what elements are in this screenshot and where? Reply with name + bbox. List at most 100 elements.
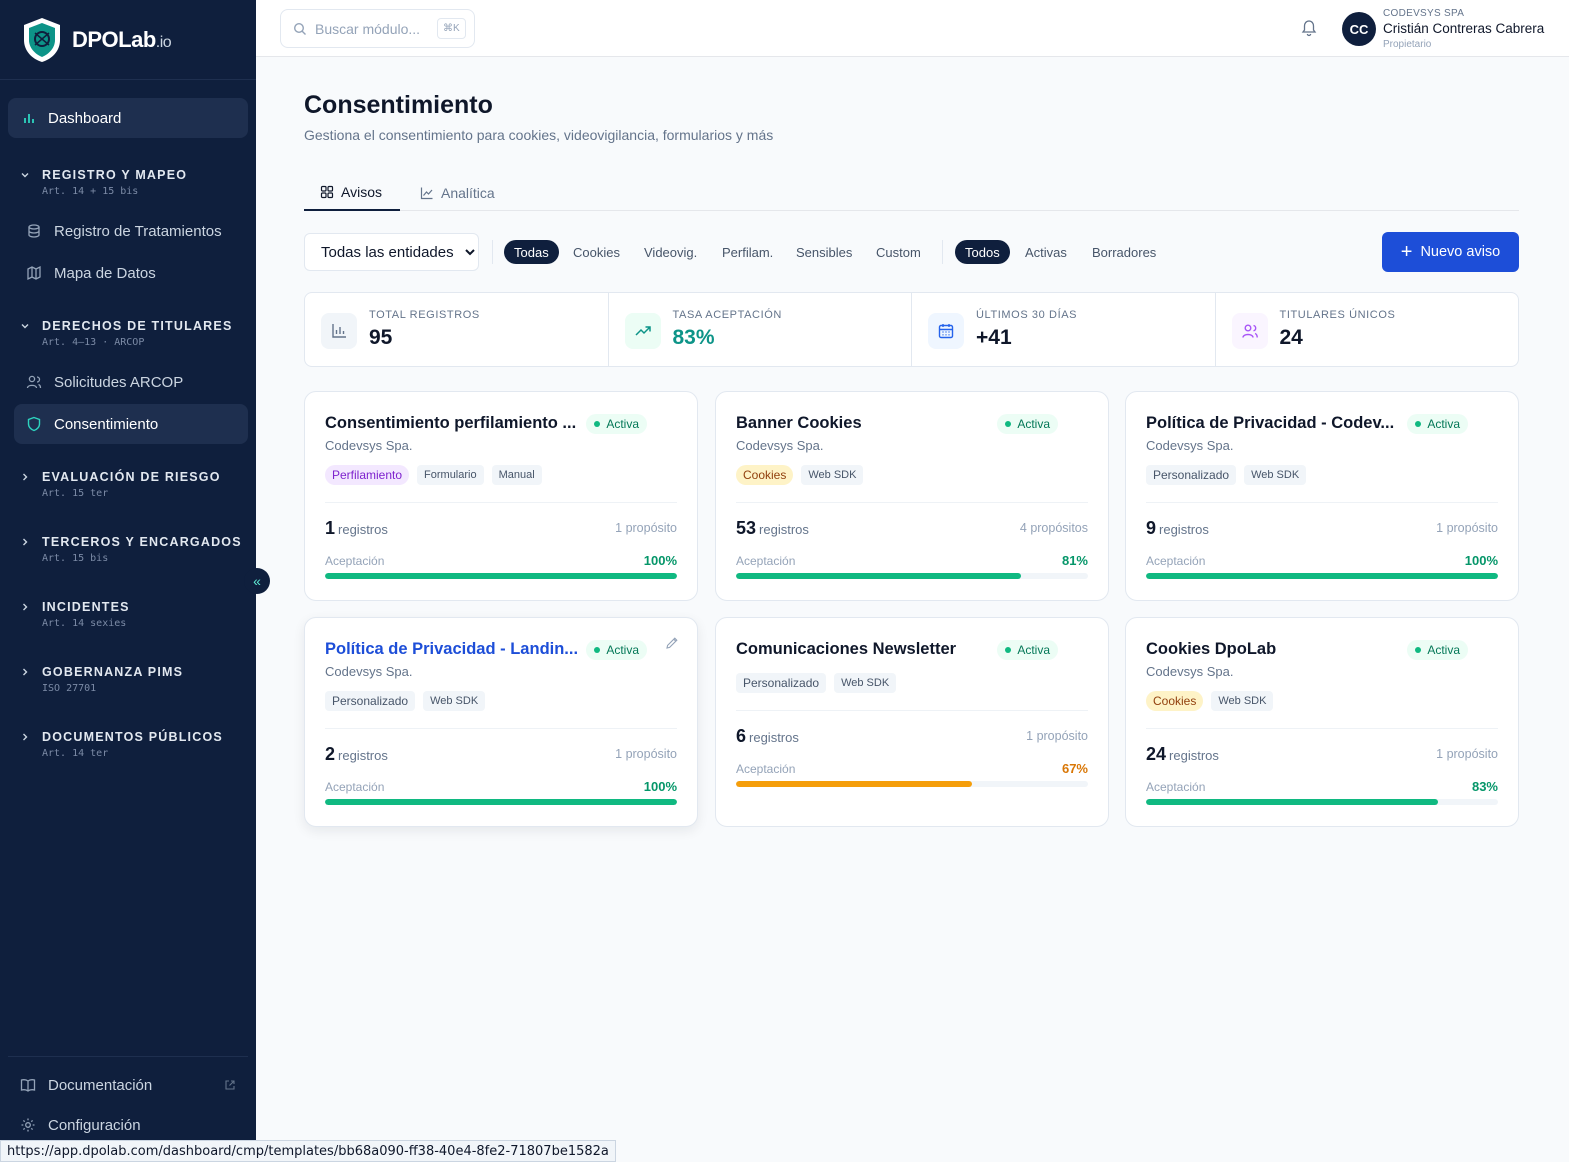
sidebar-item-mapa[interactable]: Mapa de Datos: [14, 253, 248, 293]
shield-icon: [27, 416, 41, 432]
tab-analitica[interactable]: Analítica: [420, 174, 495, 211]
stat-icon-box: [321, 313, 357, 349]
card-title[interactable]: Banner Cookies: [736, 414, 862, 432]
card-title[interactable]: Comunicaciones Newsletter: [736, 640, 957, 658]
filter-divider: [492, 240, 493, 264]
sidebar-item-documentacion[interactable]: Documentación: [8, 1065, 248, 1105]
edit-pencil-icon[interactable]: [665, 636, 679, 650]
acceptance-value: 100%: [643, 553, 677, 568]
card-title[interactable]: Política de Privacidad - Codev...: [1146, 414, 1395, 432]
chevron-right-icon: [23, 733, 28, 741]
status-badge: Activa: [1407, 640, 1468, 660]
records-label: registros: [749, 730, 799, 745]
section-documentos[interactable]: DOCUMENTOS PÚBLICOS Art. 14 ter: [20, 730, 248, 759]
section-incidentes[interactable]: INCIDENTES Art. 14 sexies: [20, 600, 248, 629]
grid-icon: [320, 185, 334, 198]
sidebar-item-label: Registro de Tratamientos: [54, 222, 222, 240]
chevron-down-icon: [21, 324, 29, 329]
users-icon: [1241, 324, 1258, 338]
section-title: GOBERNANZA PIMS: [42, 665, 184, 679]
chevron-right-icon: [23, 603, 28, 611]
filter-type-cookies[interactable]: Cookies: [573, 244, 620, 260]
trending-up-icon: [634, 326, 651, 336]
filter-type-sensibles[interactable]: Sensibles: [796, 244, 853, 260]
card-title[interactable]: Cookies DpoLab: [1146, 640, 1277, 658]
sidebar-item-label: Solicitudes ARCOP: [54, 373, 184, 391]
avatar[interactable]: CC: [1342, 12, 1376, 46]
tag: Web SDK: [834, 673, 897, 693]
collapse-sidebar-button[interactable]: «: [244, 568, 270, 594]
chevron-right-icon: [23, 538, 28, 546]
entity-select[interactable]: Todas las entidades: [304, 233, 479, 271]
notice-card[interactable]: Cookies DpoLab Activa Codevsys Spa. Cook…: [1125, 617, 1519, 827]
card-tags: Cookies Web SDK: [736, 465, 871, 485]
section-registro-mapeo[interactable]: REGISTRO Y MAPEO Art. 14 + 15 bis: [20, 168, 248, 197]
sidebar-item-dashboard[interactable]: Dashboard: [8, 98, 248, 138]
records-count: 9: [1146, 518, 1157, 538]
badge-label: Activa: [1427, 643, 1460, 657]
line-chart-icon: [420, 187, 433, 199]
tab-avisos[interactable]: Avisos: [304, 174, 400, 211]
shortcut-hint: ⌘K: [437, 18, 466, 39]
section-subtitle: Art. 15 ter: [42, 488, 109, 499]
bell-icon[interactable]: [1300, 19, 1318, 37]
map-icon: [27, 265, 41, 281]
filter-type-custom[interactable]: Custom: [876, 244, 921, 260]
section-evaluacion-riesgo[interactable]: EVALUACIÓN DE RIESGO Art. 15 ter: [20, 470, 248, 499]
status-badge: Activa: [586, 414, 647, 434]
card-title[interactable]: Política de Privacidad - Landin...: [325, 640, 579, 658]
acceptance-bar: [325, 573, 677, 579]
section-derechos-titulares[interactable]: DERECHOS DE TITULARES Art. 4–13 · ARCOP: [20, 319, 248, 348]
section-terceros[interactable]: TERCEROS Y ENCARGADOS Art. 15 bis: [20, 535, 248, 564]
notice-card[interactable]: Banner Cookies Activa Codevsys Spa. Cook…: [715, 391, 1109, 601]
section-subtitle: Art. 14 ter: [42, 748, 109, 759]
new-notice-button[interactable]: + Nuevo aviso: [1382, 232, 1519, 272]
chevron-right-icon: [23, 668, 28, 676]
brand-logo[interactable]: DPOLab.io: [0, 0, 256, 80]
search-box[interactable]: ⌘K: [280, 9, 475, 48]
sidebar-item-configuracion[interactable]: Configuración: [8, 1105, 248, 1145]
sidebar-item-label: Mapa de Datos: [54, 264, 156, 282]
card-purposes: 1 propósito: [1436, 521, 1498, 535]
user-name: Cristián Contreras Cabrera: [1383, 21, 1545, 36]
records-label: registros: [338, 522, 388, 537]
filter-status-borradores[interactable]: Borradores: [1092, 244, 1157, 260]
stat-icon-box: [624, 313, 661, 349]
filter-status-activas[interactable]: Activas: [1025, 244, 1067, 260]
notice-card[interactable]: Política de Privacidad - Codev... Activa…: [1125, 391, 1519, 601]
stat-ultimos-30-dias: ÚLTIMOS 30 DÍAS +41: [912, 293, 1216, 366]
notice-card[interactable]: Consentimiento perfilamiento ... Activa …: [304, 391, 698, 601]
sidebar-item-consentimiento[interactable]: Consentimiento: [14, 404, 248, 444]
filter-type-videovig[interactable]: Videovig.: [644, 244, 698, 260]
gear-icon: [21, 1118, 35, 1132]
tag: Personalizado: [736, 673, 827, 693]
tab-label: Analítica: [441, 184, 495, 201]
sidebar-item-solicitudes[interactable]: Solicitudes ARCOP: [14, 362, 248, 402]
user-role: Propietario: [1383, 39, 1432, 50]
plus-icon: +: [1400, 241, 1413, 263]
records-count: 53: [736, 518, 757, 538]
section-subtitle: Art. 4–13 · ARCOP: [42, 337, 145, 348]
chevron-right-icon: [23, 473, 28, 481]
acceptance-label: Aceptación: [1146, 554, 1206, 568]
filter-type-todas[interactable]: Todas: [504, 240, 559, 264]
tag: Perfilamiento: [325, 465, 410, 485]
user-org: CODEVSYS SPA: [1383, 8, 1465, 19]
notice-card[interactable]: Política de Privacidad - Landin... Activ…: [304, 617, 698, 827]
filter-type-perfilam[interactable]: Perfilam.: [722, 244, 774, 260]
filter-bar: Todas las entidades Todas Cookies Videov…: [304, 232, 1519, 272]
search-icon: [293, 22, 306, 35]
button-label: Nuevo aviso: [1420, 244, 1501, 260]
card-title[interactable]: Consentimiento perfilamiento ...: [325, 414, 577, 432]
user-menu[interactable]: CODEVSYS SPA Cristián Contreras Cabrera …: [1383, 8, 1544, 50]
card-divider: [325, 502, 677, 503]
filter-status-todos[interactable]: Todos: [955, 240, 1010, 264]
section-gobernanza[interactable]: GOBERNANZA PIMS ISO 27701: [20, 665, 248, 694]
search-input[interactable]: [315, 20, 433, 37]
card-purposes: 1 propósito: [615, 747, 677, 761]
sidebar-item-registro[interactable]: Registro de Tratamientos: [14, 211, 248, 251]
status-dot: [594, 647, 601, 653]
notice-card[interactable]: Comunicaciones Newsletter Activa Persona…: [715, 617, 1109, 827]
card-tags: Personalizado Web SDK: [736, 673, 904, 693]
card-entity: Codevsys Spa.: [325, 438, 413, 453]
